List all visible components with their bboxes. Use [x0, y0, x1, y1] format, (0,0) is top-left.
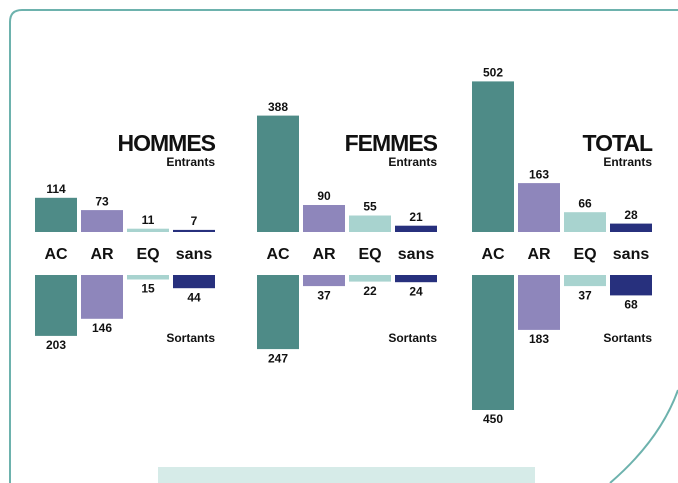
category-label: EQ [573, 246, 596, 263]
value-label: 450 [483, 412, 503, 426]
value-label: 44 [187, 290, 201, 304]
category-label: AC [44, 246, 68, 263]
value-label: 388 [268, 100, 288, 114]
value-label: 114 [46, 182, 66, 196]
value-label: 502 [483, 66, 503, 80]
category-label: AC [266, 246, 290, 263]
bar-entrants [303, 205, 345, 232]
value-label: 7 [191, 214, 198, 228]
bar-entrants [35, 197, 77, 232]
sortants-label: Sortants [166, 331, 215, 345]
category-label: AR [312, 246, 336, 263]
frame-curve [609, 389, 678, 483]
bar-entrants [564, 212, 606, 232]
bar-entrants [81, 210, 123, 232]
bar-sortants [257, 275, 299, 350]
bar-entrants [518, 183, 560, 232]
value-label: 183 [529, 332, 549, 346]
value-label: 55 [363, 200, 377, 214]
value-label: 28 [624, 208, 638, 222]
value-label: 68 [624, 298, 638, 312]
value-label: 11 [142, 213, 155, 227]
category-label: sans [176, 246, 213, 263]
value-label: 21 [409, 210, 423, 224]
footer-band [158, 467, 535, 483]
panel-title: TOTAL [582, 130, 652, 156]
bar-entrants [349, 215, 391, 232]
bar-sortants [303, 275, 345, 287]
bar-sortants [173, 275, 215, 289]
category-label: AC [481, 246, 505, 263]
bar-sortants [564, 275, 606, 287]
bar-sortants [35, 275, 77, 336]
value-label: 37 [317, 288, 331, 302]
value-label: 163 [529, 167, 549, 181]
bar-entrants [472, 81, 514, 233]
sortants-label: Sortants [603, 331, 652, 345]
bar-entrants [395, 225, 437, 232]
category-label: EQ [358, 246, 381, 263]
entrants-label: Entrants [603, 155, 652, 169]
value-label: 90 [317, 189, 331, 203]
category-label: sans [398, 246, 435, 263]
bar-sortants [518, 275, 560, 330]
value-label: 247 [268, 351, 288, 365]
panel-title: HOMMES [118, 130, 216, 156]
bar-entrants [610, 223, 652, 232]
value-label: 203 [46, 338, 66, 352]
bar-sortants [127, 275, 169, 280]
value-label: 24 [409, 284, 423, 298]
bar-entrants [173, 229, 215, 232]
value-label: 22 [363, 284, 377, 298]
bar-entrants [257, 115, 299, 232]
bar-sortants [349, 275, 391, 282]
category-label: AR [90, 246, 114, 263]
bar-sortants [81, 275, 123, 319]
panel-title: FEMMES [345, 130, 438, 156]
value-label: 37 [578, 288, 592, 302]
category-label: AR [527, 246, 551, 263]
bar-entrants [127, 228, 169, 232]
value-label: 15 [141, 282, 155, 296]
value-label: 73 [95, 194, 109, 208]
category-label: sans [613, 246, 650, 263]
bar-sortants [472, 275, 514, 410]
entrants-label: Entrants [166, 155, 215, 169]
value-label: 66 [578, 196, 592, 210]
category-label: EQ [136, 246, 159, 263]
bar-sortants [395, 275, 437, 283]
sortants-label: Sortants [388, 331, 437, 345]
entrants-label: Entrants [388, 155, 437, 169]
value-label: 146 [92, 321, 112, 335]
bar-sortants [610, 275, 652, 296]
frame [9, 9, 678, 483]
